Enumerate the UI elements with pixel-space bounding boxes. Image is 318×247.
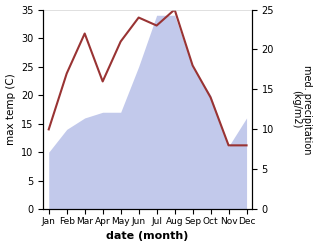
X-axis label: date (month): date (month) (107, 231, 189, 242)
Y-axis label: max temp (C): max temp (C) (5, 74, 16, 145)
Y-axis label: med. precipitation
(kg/m2): med. precipitation (kg/m2) (291, 65, 313, 154)
